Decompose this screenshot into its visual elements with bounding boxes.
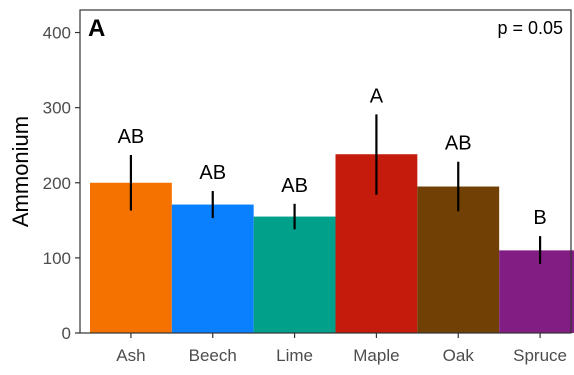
y-tick-label-400: 400 [43,24,71,43]
group-letter-ash: AB [118,126,145,148]
errorbars-layer [129,114,542,264]
y-tick-label-300: 300 [43,99,71,118]
group-letter-lime: AB [281,175,308,197]
x-tick-label-spruce: Spruce [513,346,567,365]
group-letters-layer: AB AB AB A AB B [118,85,547,229]
p-value-annotation: p = 0.05 [497,18,563,38]
y-tick-label-0: 0 [62,324,71,343]
bar-spruce [499,250,574,333]
bars-layer [90,154,574,333]
group-letter-spruce: B [533,207,546,229]
group-letter-maple: A [370,85,384,107]
x-tick-label-maple: Maple [353,346,399,365]
y-tick-label-100: 100 [43,249,71,268]
bar-lime [253,216,336,333]
x-tick-label-lime: Lime [276,346,313,365]
y-tick-label-200: 200 [43,174,71,193]
plot-panel-border [79,9,572,334]
bar-beech [171,204,254,333]
group-letter-beech: AB [199,162,226,184]
y-axis-title: Ammonium [8,116,33,227]
y-axis: 0 100 200 300 400 [43,24,80,343]
group-letter-oak: AB [445,133,472,155]
x-tick-label-oak: Oak [443,346,475,365]
x-tick-label-beech: Beech [189,346,237,365]
x-axis: Ash Beech Lime Maple Oak Spruce [116,333,567,365]
x-tick-label-ash: Ash [116,346,145,365]
panel-label: A [88,15,105,42]
